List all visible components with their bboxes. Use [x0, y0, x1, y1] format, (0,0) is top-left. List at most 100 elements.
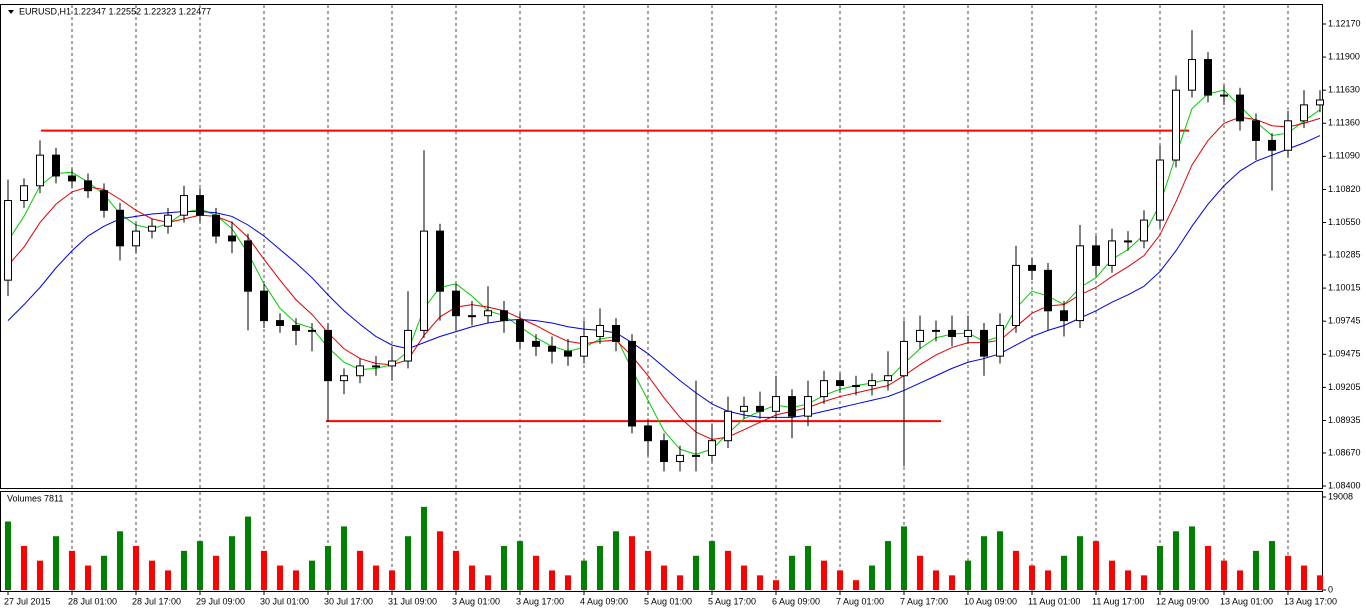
candle-body [692, 454, 700, 457]
candle-body [1156, 159, 1164, 221]
candle-body [964, 329, 972, 338]
volume-bar [565, 575, 571, 590]
candle-body [484, 310, 492, 317]
volume-bar [773, 580, 779, 590]
volume-bar [501, 545, 507, 590]
y-tick-label: 1.11630 [1328, 85, 1360, 95]
volume-bar [133, 545, 139, 590]
x-tick-label: 28 Jul 01:00 [68, 596, 117, 606]
candle-body [1092, 245, 1100, 266]
candle-body [580, 336, 588, 357]
candle-body [452, 290, 460, 317]
volume-bar [549, 570, 555, 590]
volume-bar [1285, 555, 1291, 590]
volume-bar [805, 545, 811, 590]
volume-bar [21, 545, 27, 590]
candle-body [1268, 139, 1276, 151]
volume-bar [437, 531, 443, 590]
volume-bar [997, 531, 1003, 590]
volume-bar [757, 575, 763, 590]
volume-bar [517, 541, 523, 590]
volume-bar [261, 550, 267, 590]
volume-bar [325, 545, 331, 590]
volume-bar [597, 545, 603, 590]
candle-body [372, 365, 380, 368]
volume-bar [1317, 575, 1323, 590]
volume-bar [981, 536, 987, 590]
volume-bar [165, 570, 171, 590]
candle-body [900, 340, 908, 377]
x-tick-label: 13 Aug 01:00 [1220, 596, 1273, 606]
volume-bar [245, 516, 251, 590]
candle-body [228, 235, 236, 242]
volume-bar [53, 536, 59, 590]
volume-bar [469, 565, 475, 590]
candle-body [676, 454, 684, 463]
volume-bar [37, 560, 43, 590]
volume-bar [1061, 555, 1067, 590]
candle-body [36, 154, 44, 187]
volume-bar [389, 570, 395, 590]
volume-bar [1013, 550, 1019, 590]
candle-body [68, 175, 76, 182]
volume-bar [869, 565, 875, 590]
y-tick-label: 1.09475 [1328, 349, 1361, 359]
y-tick-label: 1.10820 [1328, 184, 1361, 194]
candle-body [276, 320, 284, 326]
volume-bar [709, 541, 715, 590]
x-tick-label: 11 Aug 01:00 [1028, 596, 1080, 606]
y-tick-label: 1.09745 [1328, 316, 1361, 326]
candle-body [84, 180, 92, 192]
candle-body [612, 324, 620, 342]
volume-panel-frame [0, 491, 1323, 592]
volume-bar [949, 575, 955, 590]
volume-bar [1253, 550, 1259, 590]
x-tick-label: 7 Aug 01:00 [836, 596, 884, 606]
volume-bar [197, 541, 203, 590]
volume-bar [485, 575, 491, 590]
candle-body [1012, 264, 1020, 326]
volume-bar [965, 560, 971, 590]
symbol-menu-icon[interactable] [8, 10, 14, 14]
x-tick-label: 31 Jul 09:00 [388, 596, 437, 606]
candle-body [196, 195, 204, 216]
x-tick-label: 7 Aug 17:00 [900, 596, 948, 606]
volume-tick-label: 19008 [1328, 491, 1353, 501]
volume-bar [101, 555, 107, 590]
volume-bar [821, 560, 827, 590]
candle-body [916, 329, 924, 342]
candle-body [820, 380, 828, 398]
candle-body [596, 324, 604, 338]
volume-bar [645, 550, 651, 590]
volume-bar [661, 565, 667, 590]
candle-body [292, 324, 300, 331]
volume-tick-label: 0 [1328, 584, 1333, 594]
candle-body [388, 360, 396, 367]
volume-bar [293, 570, 299, 590]
candle-body [708, 440, 716, 456]
volume-bar [533, 555, 539, 590]
candle-body [500, 310, 508, 322]
candle-body [52, 154, 60, 177]
volume-title: Volumes 7811 [7, 493, 63, 503]
y-tick-label: 1.11090 [1328, 151, 1360, 161]
candle-body [836, 380, 844, 387]
candle-body [1140, 219, 1148, 242]
volume-bar [1141, 575, 1147, 590]
candle-body [1188, 59, 1196, 91]
candle-body [788, 396, 796, 417]
x-tick-label: 3 Aug 17:00 [516, 596, 564, 606]
volume-bar [1269, 541, 1275, 590]
candle-body [628, 340, 636, 427]
candle-body [212, 214, 220, 237]
candle-body [1060, 310, 1068, 322]
volume-bar [277, 565, 283, 590]
candle-body [724, 410, 732, 442]
volume-bar [1093, 541, 1099, 590]
x-tick-label: 10 Aug 09:00 [964, 596, 1017, 606]
candle-body [740, 405, 748, 412]
candle-body [1124, 240, 1132, 243]
x-tick-label: 28 Jul 17:00 [132, 596, 181, 606]
volume-bar [373, 565, 379, 590]
